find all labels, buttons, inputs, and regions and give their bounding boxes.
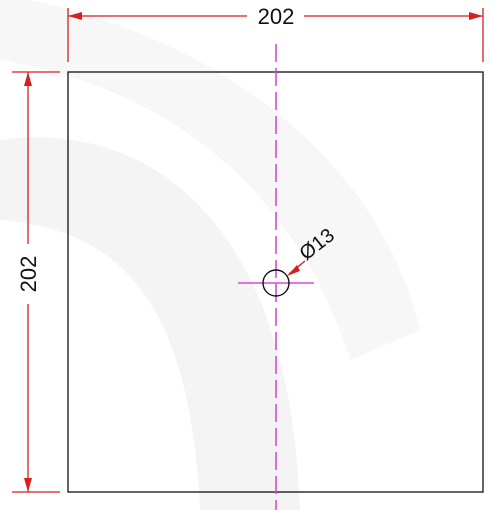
- watermark-arc-inner: [0, 0, 420, 360]
- hole-leader-arrow: [287, 265, 300, 276]
- top-arrow-right: [469, 12, 483, 20]
- watermark-arc-outer: [0, 137, 300, 510]
- width-dimension-label: 202: [258, 4, 295, 29]
- top-arrow-left: [68, 12, 82, 20]
- left-arrow-bottom: [24, 478, 32, 492]
- center-hole: [262, 269, 290, 297]
- height-dimension-label: 202: [16, 256, 41, 293]
- left-arrow-top: [24, 72, 32, 86]
- watermark: [0, 0, 420, 510]
